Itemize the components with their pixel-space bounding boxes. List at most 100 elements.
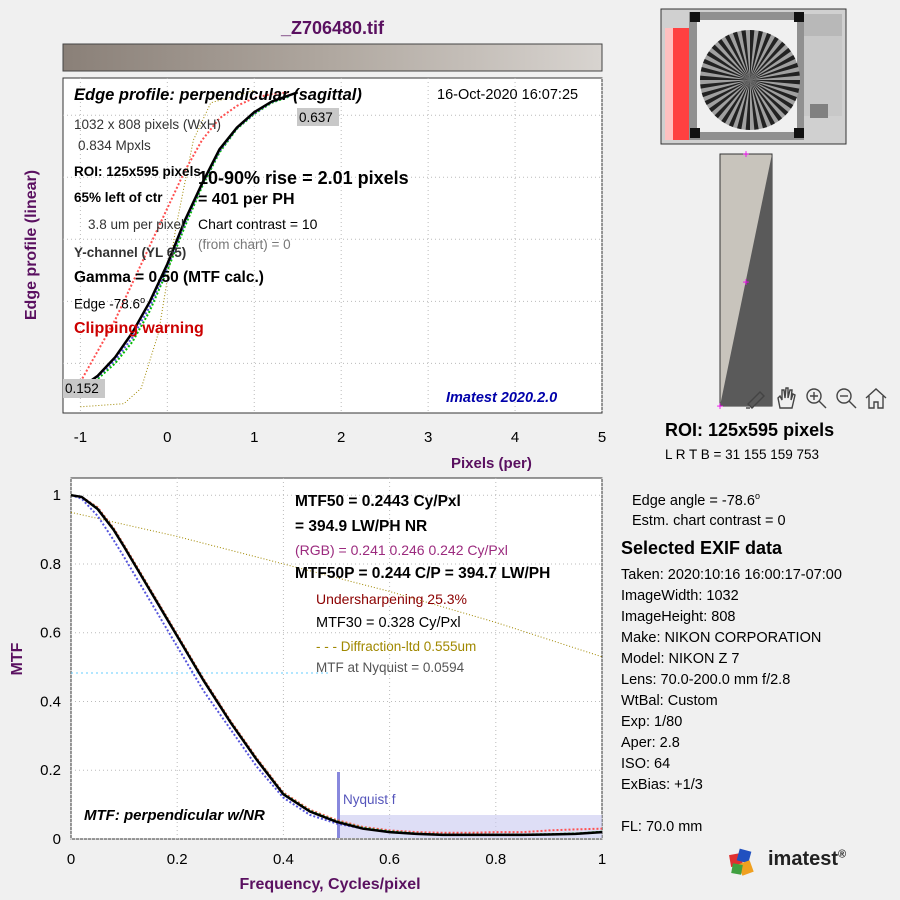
chart-thumbnail [660, 8, 847, 145]
imatest-version: Imatest 2020.2.0 [446, 390, 558, 406]
edge-chart-title: Edge profile: perpendicular (sagittal) [74, 86, 362, 104]
y-tick-label: 0.4 [40, 693, 61, 710]
edge-plot-x-ticks: -1 0 1 2 3 4 5 [74, 429, 606, 446]
x-tick-label: 0 [163, 429, 171, 446]
star-spoke [701, 80, 750, 98]
imatest-logo-icon [729, 848, 754, 876]
edge-y-axis-label: Edge profile (linear) [23, 169, 40, 321]
info-roi: ROI: 125x595 pixels [74, 164, 201, 179]
exif-fl: FL: 70.0 mm [621, 819, 703, 835]
undersharpening-label: Undersharpening 25.3% [316, 591, 467, 607]
nyquist-label: Nyquist f [343, 792, 396, 807]
mtf-plot-grid [70, 478, 603, 840]
mtf-plot-ticks: 0 0.2 0.4 0.6 0.8 1 0 0.2 0.4 0.6 0.8 1 [40, 487, 606, 868]
exif-item: WtBal: Custom [621, 693, 718, 709]
star-spoke [700, 75, 750, 80]
info-mpxls: 0.834 Mpxls [78, 138, 151, 153]
exif-item: Make: NIKON CORPORATION [621, 630, 822, 646]
max-value-label: 0.637 [299, 110, 333, 125]
home-icon[interactable] [865, 388, 887, 409]
edge-plot-series [79, 89, 299, 408]
x-tick-label: 1 [598, 851, 606, 868]
star-spoke [750, 47, 791, 80]
x-tick-label: 0 [67, 851, 75, 868]
min-label-box [63, 379, 105, 398]
per-ph-label: = 401 per PH [198, 191, 295, 208]
edge-chart-date: 16-Oct-2020 16:07:25 [437, 87, 579, 103]
star-spoke [750, 80, 759, 130]
roi-coords: L R T B = 31 155 159 753 [665, 447, 819, 462]
mtf-y-axis-label: MTF [9, 642, 26, 676]
star-spoke [745, 80, 750, 130]
mtf-plot-area [70, 477, 603, 840]
mtf-plot-series [70, 493, 603, 837]
edge-plot-area [62, 77, 603, 414]
from-chart: (from chart) = 0 [198, 237, 291, 252]
exif-item: ImageHeight: 808 [621, 609, 736, 625]
star-spoke [703, 58, 750, 80]
star-spoke [750, 55, 796, 80]
star-spoke [706, 51, 750, 80]
star-spoke [741, 30, 750, 80]
star-spoke [732, 31, 750, 80]
y-tick-label: 0 [53, 831, 61, 848]
star-spoke [714, 80, 750, 119]
clipping-warning: Clipping warning [74, 320, 204, 337]
mtf30-label: MTF30 = 0.328 Cy/Pxl [316, 615, 461, 631]
exif-item: Taken: 2020:10:16 16:00:17-07:00 [621, 567, 842, 583]
mtf-x-axis-label: Frequency, Cycles/pixel [239, 876, 421, 893]
brush-icon[interactable] [746, 391, 765, 409]
star-spoke [750, 30, 755, 80]
info-edge: Edge -78.6o [74, 295, 146, 312]
chart-contrast: Chart contrast = 10 [198, 216, 318, 232]
diffraction-label: - - - Diffraction-ltd 0.555um [316, 639, 477, 654]
x-tick-label: 2 [337, 429, 345, 446]
star-spoke [750, 80, 794, 109]
zoom-out-icon[interactable] [836, 388, 857, 409]
exif-item: ImageWidth: 1032 [621, 588, 739, 604]
star-spoke [750, 36, 779, 80]
edge-angle: Edge angle = -78.6o [632, 491, 760, 509]
nyquist-mtf-label: MTF at Nyquist = 0.0594 [316, 660, 465, 675]
info-um: 3.8 um per pixel [88, 217, 185, 232]
svg-text:+: + [716, 399, 723, 413]
min-value-label: 0.152 [65, 381, 99, 396]
exif-item: Aper: 2.8 [621, 735, 680, 751]
x-tick-label: 0.8 [485, 851, 506, 868]
image-strip [62, 43, 603, 72]
star-spoke [750, 80, 797, 102]
star-spoke [750, 71, 800, 80]
star-spoke [704, 80, 750, 105]
info-size: 1032 x 808 pixels (WxH) [74, 117, 222, 132]
edge-x-axis-label: Pixels (per) [451, 455, 532, 472]
y-tick-label: 0.2 [40, 762, 61, 779]
file-title: _Z706480.tif [280, 18, 385, 38]
star-spoke [750, 33, 772, 80]
star-spoke [750, 80, 800, 85]
mtf-series-black [70, 493, 603, 837]
x-tick-label: 0.6 [379, 851, 400, 868]
edge-series-green [79, 95, 290, 390]
star-spoke [717, 39, 750, 80]
x-tick-label: 3 [424, 429, 432, 446]
star-spoke [750, 80, 800, 93]
x-tick-label: -1 [74, 429, 87, 446]
x-tick-label: 4 [511, 429, 519, 446]
star-spoke [725, 34, 750, 80]
max-label-box [297, 108, 339, 126]
y-tick-label: 0.6 [40, 625, 61, 642]
star-spoke [711, 44, 750, 80]
exif-title: Selected EXIF data [621, 538, 783, 558]
rise-label: 10-90% rise = 2.01 pixels [198, 168, 409, 188]
star-spoke [750, 80, 783, 121]
rgb-label: (RGB) = 0.241 0.246 0.242 Cy/Pxl [295, 542, 508, 558]
exif-item: ExBias: +1/3 [621, 777, 703, 793]
x-tick-label: 5 [598, 429, 606, 446]
star-spoke [750, 62, 799, 80]
star-spoke [709, 80, 750, 113]
hand-icon[interactable] [777, 387, 796, 409]
zoom-in-icon[interactable] [806, 388, 827, 409]
roi-crop: + + + [716, 147, 773, 413]
star-spoke [750, 80, 775, 126]
